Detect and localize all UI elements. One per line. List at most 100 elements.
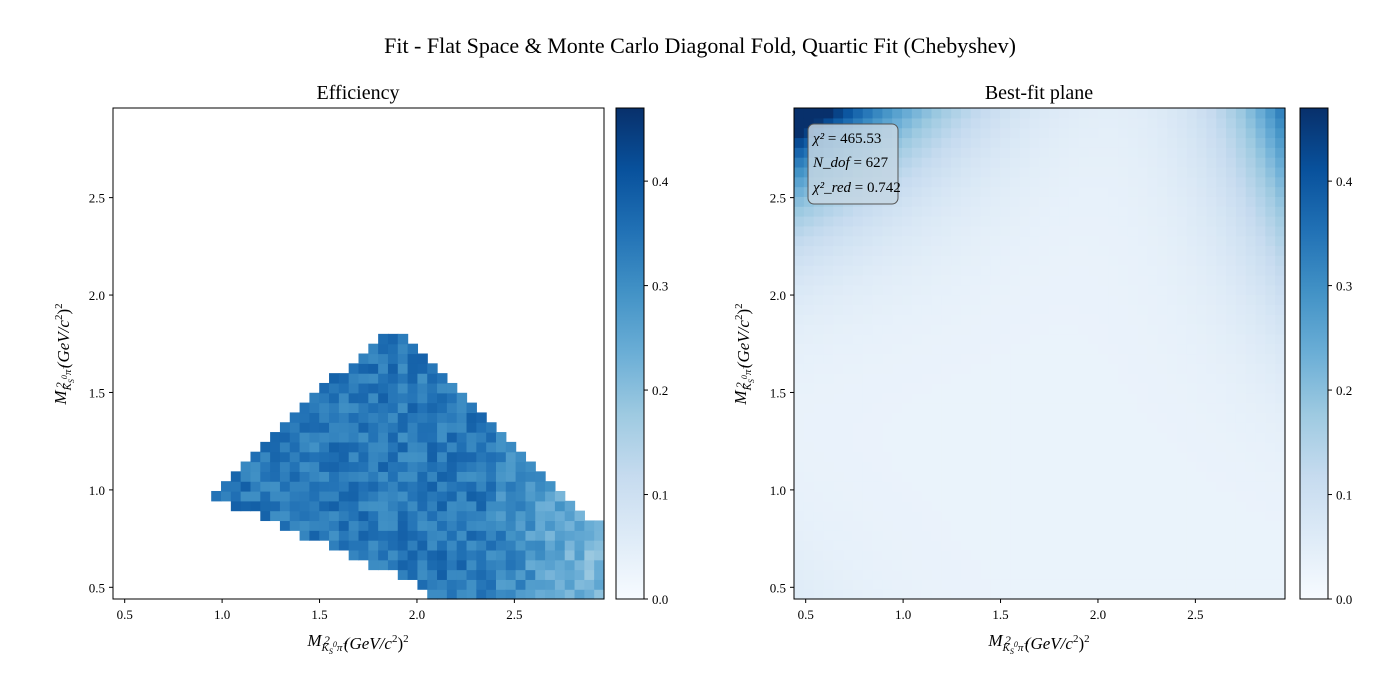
heatmap-cell [417, 510, 428, 522]
heatmap-cell [437, 461, 448, 472]
heatmap-cell [1029, 579, 1041, 590]
heatmap-cell [476, 481, 487, 492]
heatmap-cell [1127, 382, 1139, 394]
heatmap-cell [921, 343, 933, 355]
heatmap-cell [407, 402, 419, 414]
heatmap-cell [1275, 441, 1286, 453]
heatmap-cell [1226, 176, 1237, 188]
heatmap-cell [1206, 422, 1217, 433]
heatmap-cell [1255, 500, 1266, 512]
heatmap-cell [931, 402, 942, 414]
heatmap-cell [990, 481, 1001, 492]
heatmap-cell [1275, 265, 1286, 276]
heatmap-cell [1147, 343, 1158, 355]
heatmap-cell [852, 402, 864, 414]
heatmap-cell [960, 461, 972, 472]
heatmap-cell [1029, 274, 1041, 286]
heatmap-cell [1186, 157, 1198, 168]
heatmap-cell [1235, 294, 1247, 305]
heatmap-cell [515, 471, 527, 482]
heatmap-cell [833, 304, 844, 315]
heatmap-cell [279, 481, 291, 492]
heatmap-cell [1088, 451, 1100, 463]
heatmap-cell [1118, 157, 1129, 168]
heatmap-cell [872, 333, 883, 345]
heatmap-cell [843, 274, 854, 286]
heatmap-cell [1245, 196, 1257, 207]
heatmap-cell [1265, 422, 1276, 433]
heatmap-cell [1039, 333, 1050, 345]
efficiency-colorbar [615, 107, 645, 600]
heatmap-cell [980, 324, 991, 335]
heatmap-cell [902, 304, 913, 315]
heatmap-cell [1078, 549, 1090, 561]
heatmap-cell [387, 540, 399, 551]
heatmap-cell [902, 245, 913, 256]
heatmap-cell [1206, 333, 1217, 345]
heatmap-cell [1059, 549, 1070, 561]
heatmap-cell [872, 441, 883, 453]
heatmap-cell [872, 549, 883, 561]
heatmap-cell [1137, 294, 1149, 305]
heatmap-cell [338, 422, 350, 433]
heatmap-cell [329, 412, 340, 423]
heatmap-cell [407, 490, 419, 502]
heatmap-cell [980, 265, 991, 276]
heatmap-cell [794, 540, 805, 551]
heatmap-cell [794, 117, 805, 129]
heatmap-cell [1049, 196, 1060, 207]
heatmap-cell [1000, 530, 1011, 541]
heatmap-cell [1196, 559, 1208, 571]
heatmap-cell [843, 304, 854, 315]
heatmap-cell [1088, 471, 1100, 482]
heatmap-cell [1265, 108, 1276, 119]
heatmap-cell [1216, 166, 1227, 178]
heatmap-cell [486, 422, 497, 433]
heatmap-cell [554, 559, 566, 571]
heatmap-cell [843, 333, 854, 345]
heatmap-cell [456, 432, 468, 443]
heatmap-cell [1039, 589, 1050, 600]
heatmap-cell [1275, 353, 1286, 364]
efficiency-x-ticks: 0.5 1.0 1.5 2.0 2.5 [117, 599, 522, 622]
heatmap-cell [833, 343, 844, 355]
heatmap-cell [358, 412, 369, 423]
heatmap-cell [921, 451, 933, 463]
heatmap-cell [1255, 206, 1266, 217]
heatmap-cell [794, 245, 805, 256]
heatmap-cell [1275, 166, 1286, 178]
heatmap-cell [368, 412, 379, 423]
heatmap-cell [309, 412, 320, 423]
heatmap-cell [1108, 108, 1119, 119]
heatmap-cell [823, 333, 834, 345]
heatmap-cell [1226, 117, 1237, 129]
heatmap-cell [931, 373, 942, 384]
heatmap-cell [1049, 530, 1060, 541]
heatmap-cell [1265, 137, 1276, 148]
heatmap-cell [1108, 549, 1119, 561]
heatmap-cell [1059, 166, 1070, 178]
heatmap-cell [1147, 490, 1158, 502]
heatmap-cell [1059, 343, 1070, 355]
heatmap-cell [990, 422, 1001, 433]
heatmap-cell [1078, 196, 1090, 207]
heatmap-cell [1265, 441, 1276, 453]
heatmap-cell [1216, 108, 1227, 119]
heatmap-cell [319, 402, 330, 414]
heatmap-cell [545, 500, 556, 512]
heatmap-cell [1226, 392, 1237, 404]
heatmap-cell [823, 520, 834, 531]
heatmap-cell [794, 196, 805, 207]
heatmap-cell [931, 265, 942, 276]
heatmap-cell [525, 481, 536, 492]
heatmap-cell [911, 186, 923, 197]
heatmap-cell [1088, 108, 1100, 119]
heatmap-cell [990, 402, 1001, 414]
heatmap-cell [803, 520, 815, 531]
heatmap-cell [1206, 540, 1217, 551]
heatmap-cell [1206, 353, 1217, 364]
heatmap-cell [951, 530, 962, 541]
heatmap-cell [1226, 382, 1237, 394]
heatmap-cell [823, 559, 834, 571]
heatmap-cell [1216, 333, 1227, 345]
